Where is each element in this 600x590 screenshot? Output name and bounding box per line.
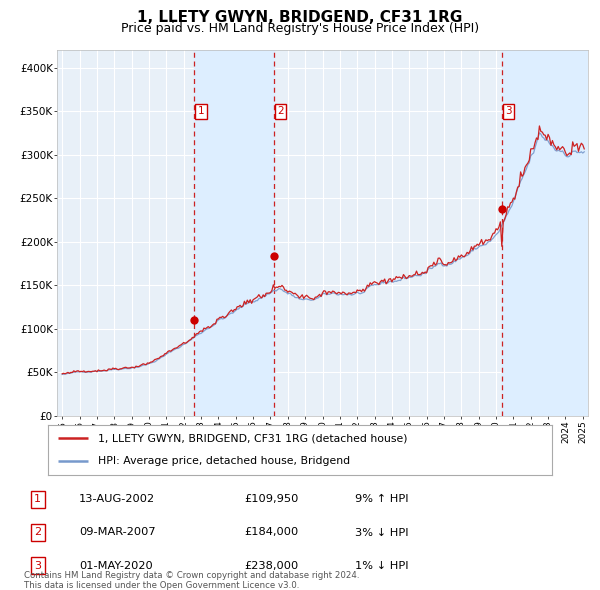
Text: 1: 1 [34, 494, 41, 504]
Text: 2: 2 [34, 527, 41, 537]
Text: 1, LLETY GWYN, BRIDGEND, CF31 1RG (detached house): 1, LLETY GWYN, BRIDGEND, CF31 1RG (detac… [98, 433, 408, 443]
Text: 01-MAY-2020: 01-MAY-2020 [79, 560, 153, 571]
Text: HPI: Average price, detached house, Bridgend: HPI: Average price, detached house, Brid… [98, 457, 350, 467]
Text: 3% ↓ HPI: 3% ↓ HPI [355, 527, 409, 537]
Text: 1, LLETY GWYN, BRIDGEND, CF31 1RG: 1, LLETY GWYN, BRIDGEND, CF31 1RG [137, 10, 463, 25]
Text: £238,000: £238,000 [245, 560, 299, 571]
Bar [194, 50, 274, 416]
Text: 3: 3 [34, 560, 41, 571]
Text: Contains HM Land Registry data © Crown copyright and database right 2024.
This d: Contains HM Land Registry data © Crown c… [24, 571, 359, 590]
Text: 9% ↑ HPI: 9% ↑ HPI [355, 494, 409, 504]
Bar [502, 50, 592, 416]
Text: £184,000: £184,000 [245, 527, 299, 537]
Text: 13-AUG-2002: 13-AUG-2002 [79, 494, 155, 504]
Text: £109,950: £109,950 [245, 494, 299, 504]
Text: 1% ↓ HPI: 1% ↓ HPI [355, 560, 409, 571]
Text: 2: 2 [277, 106, 284, 116]
Text: 1: 1 [198, 106, 205, 116]
Text: 3: 3 [505, 106, 512, 116]
Text: Price paid vs. HM Land Registry's House Price Index (HPI): Price paid vs. HM Land Registry's House … [121, 22, 479, 35]
Text: 09-MAR-2007: 09-MAR-2007 [79, 527, 156, 537]
